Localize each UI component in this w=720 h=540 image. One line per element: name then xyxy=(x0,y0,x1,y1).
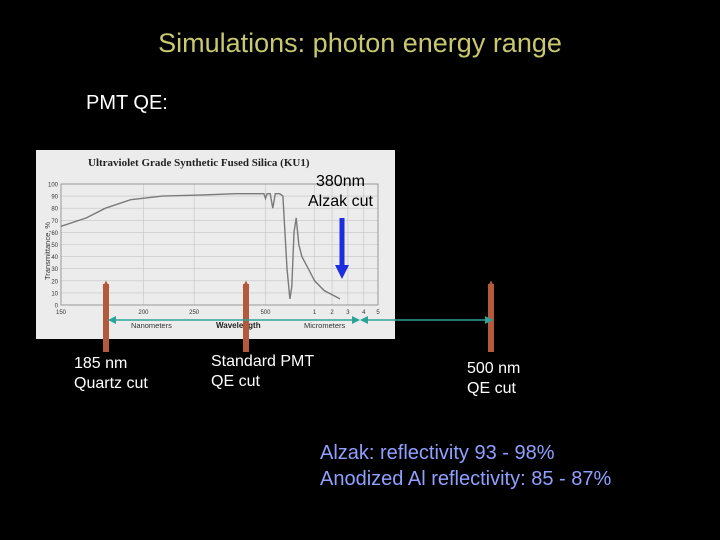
alzak-cut-label-line2: Alzak cut xyxy=(308,193,373,210)
x-tick-labels: 150 200 250 500 1 2 3 4 5 xyxy=(56,310,380,316)
x-axis-label: Wavelength xyxy=(216,321,261,330)
y-tick-label-10: 100 xyxy=(48,183,59,189)
reflectivity-note: Alzak: reflectivity 93 - 98% Anodized Al… xyxy=(320,440,611,492)
qe-500nm-cut-label-line1: 500 nm xyxy=(467,360,521,377)
x-tick-nm-3: 500 xyxy=(260,310,271,316)
x-tick-um-1: 2 xyxy=(330,310,334,316)
x-tick-um-2: 3 xyxy=(346,310,350,316)
transmittance-chart: Ultraviolet Grade Synthetic Fused Silica… xyxy=(36,150,395,339)
y-tick-label-1: 10 xyxy=(51,291,58,297)
qe-500nm-cut-label-line2: QE cut xyxy=(467,380,516,397)
y-tick-labels: 0 10 20 30 40 50 60 70 80 90 100 xyxy=(48,183,59,310)
pmt-qe-cut-label: Standard PMT QE cut xyxy=(211,352,314,392)
y-tick-label-5: 50 xyxy=(51,243,58,249)
chart-grid xyxy=(60,183,379,306)
alzak-cut-label: 380nm Alzak cut xyxy=(308,172,373,212)
x-tick-nm-0: 150 xyxy=(56,310,67,316)
qe-500nm-cut-label: 500 nm QE cut xyxy=(467,359,520,399)
y-tick-label-6: 60 xyxy=(51,231,58,237)
transmittance-series-line xyxy=(60,193,341,300)
y-tick-label-7: 70 xyxy=(51,219,58,225)
y-tick-label-4: 40 xyxy=(51,255,58,261)
slide-title: Simulations: photon energy range xyxy=(158,28,562,58)
x-tick-nm-1: 200 xyxy=(138,310,149,316)
anodized-al-reflectivity-text: Anodized Al reflectivity: 85 - 87% xyxy=(320,468,612,490)
x-tick-nm-2: 250 xyxy=(189,310,200,316)
alzak-cut-label-line1: 380nm xyxy=(316,173,365,190)
y-tick-label-2: 20 xyxy=(51,279,58,285)
y-tick-label-3: 30 xyxy=(51,267,58,273)
x-tick-um-3: 4 xyxy=(362,310,366,316)
pmt-qe-cut-label-line2: QE cut xyxy=(211,373,260,390)
y-tick-label-0: 0 xyxy=(55,304,59,310)
y-tick-label-8: 80 xyxy=(51,207,58,213)
y-tick-label-9: 90 xyxy=(51,195,58,201)
chart-title: Ultraviolet Grade Synthetic Fused Silica… xyxy=(88,157,310,169)
alzak-reflectivity-text: Alzak: reflectivity 93 - 98% xyxy=(320,442,555,464)
x-tick-um-0: 1 xyxy=(313,310,317,316)
quartz-cut-label-line1: 185 nm xyxy=(74,355,128,372)
plot-frame xyxy=(60,183,379,306)
x-label-micrometers: Micrometers xyxy=(304,321,346,330)
quartz-cut-label-line2: Quartz cut xyxy=(74,375,148,392)
pmt-qe-cut-label-line1: Standard PMT xyxy=(211,353,315,370)
quartz-cut-label: 185 nm Quartz cut xyxy=(74,354,148,394)
x-tick-um-4: 5 xyxy=(376,310,380,316)
y-axis-label: Transmittance, % xyxy=(43,222,52,280)
chart-svg: Ultraviolet Grade Synthetic Fused Silica… xyxy=(43,157,380,330)
pmt-qe-heading: PMT QE: xyxy=(86,92,168,114)
x-label-nanometers: Nanometers xyxy=(131,321,172,330)
